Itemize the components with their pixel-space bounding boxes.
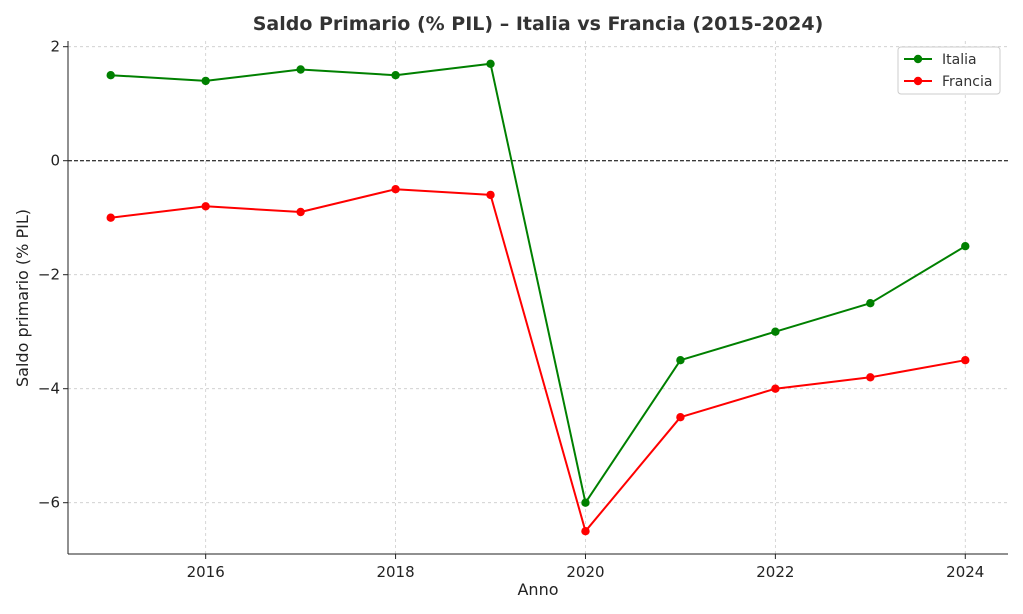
data-point-italia <box>486 59 495 68</box>
x-tick-label: 2024 <box>946 563 984 581</box>
legend: Italia Francia <box>897 46 1001 95</box>
data-point-italia <box>771 327 780 336</box>
data-point-italia <box>866 299 875 308</box>
y-tick-label: −6 <box>38 494 60 512</box>
tick-labels: 2016 2018 2020 2022 2024 2 0 −2 −4 −6 <box>38 38 984 581</box>
y-tick-label: −4 <box>38 380 60 398</box>
series-line-italia <box>110 62 966 504</box>
y-tick-label: 2 <box>50 38 60 56</box>
series-group <box>106 59 970 536</box>
data-point-francia <box>296 207 305 217</box>
x-tick-label: 2022 <box>756 563 794 581</box>
series-line-francia <box>110 188 966 533</box>
legend-label: Francia <box>942 74 992 90</box>
data-point-italia <box>961 242 970 251</box>
legend-label: Italia <box>942 52 977 68</box>
x-tick-label: 2016 <box>187 563 225 581</box>
data-point-francia <box>201 202 210 211</box>
chart-title: Saldo Primario (% PIL) – Italia vs Franc… <box>253 13 824 35</box>
legend-marker <box>913 76 923 86</box>
data-point-italia <box>676 356 685 365</box>
data-point-italia <box>581 498 590 507</box>
data-point-francia <box>866 373 875 382</box>
data-point-francia <box>961 356 970 365</box>
data-point-francia <box>486 190 495 200</box>
axes <box>63 41 1008 559</box>
data-point-francia <box>676 413 685 422</box>
grid <box>68 41 1008 554</box>
data-point-francia <box>771 384 780 393</box>
legend-marker <box>913 54 923 64</box>
data-point-italia <box>106 71 115 80</box>
data-point-italia <box>296 65 305 74</box>
x-axis-label: Anno <box>517 580 558 599</box>
x-tick-label: 2018 <box>376 563 414 581</box>
data-point-francia <box>581 527 590 536</box>
y-tick-label: −2 <box>38 266 60 284</box>
data-point-francia <box>106 213 115 222</box>
x-tick-label: 2020 <box>566 563 604 581</box>
y-tick-label: 0 <box>50 152 60 170</box>
data-point-francia <box>391 185 400 194</box>
data-point-italia <box>201 76 210 86</box>
y-axis-label: Saldo primario (% PIL) <box>13 209 32 387</box>
data-point-italia <box>391 71 400 80</box>
